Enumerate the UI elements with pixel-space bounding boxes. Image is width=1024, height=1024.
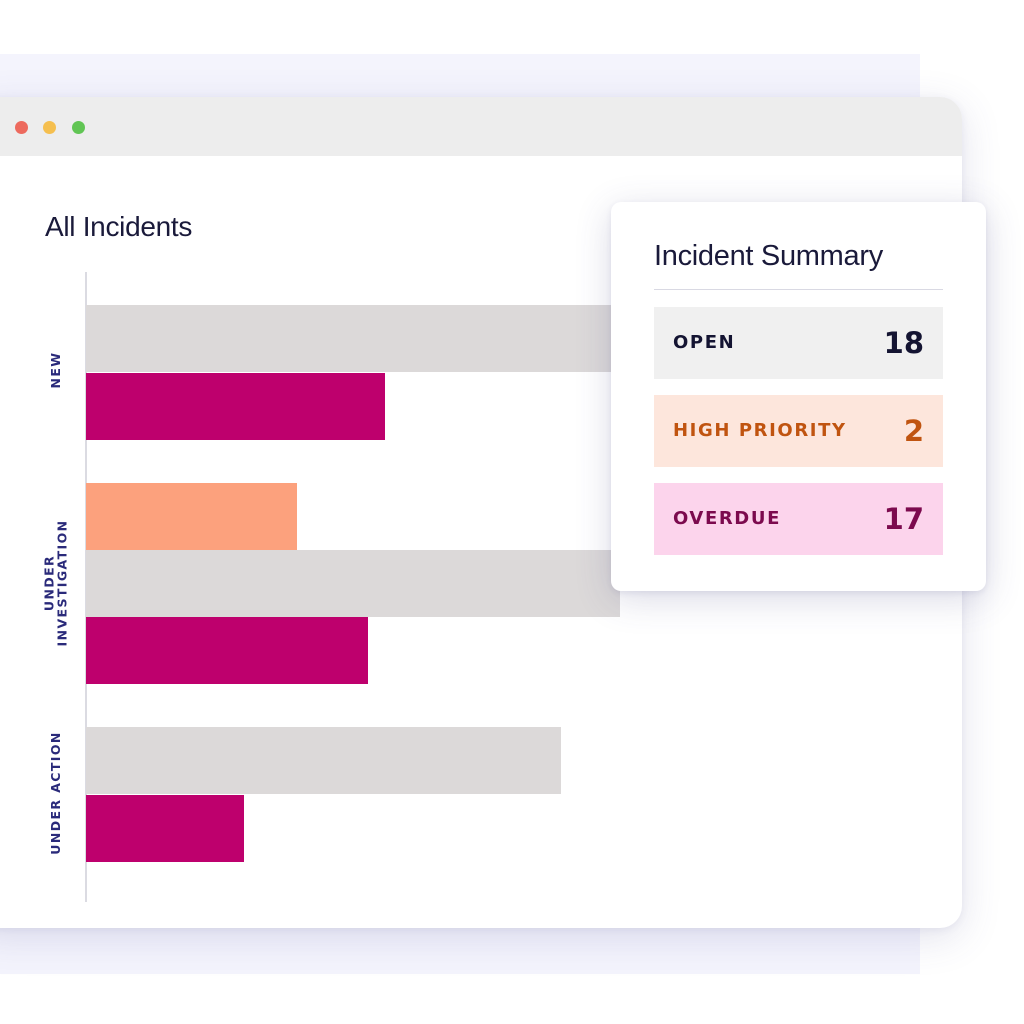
summary-row-high-priority[interactable]: HIGH PRIORITY 2	[654, 395, 943, 467]
bar-new-magenta[interactable]	[86, 373, 385, 440]
category-label-under-investigation: UNDERINVESTIGATION	[42, 520, 70, 647]
window-minimize-button[interactable]	[43, 121, 56, 134]
summary-overdue-label: OVERDUE	[673, 508, 781, 529]
summary-row-overdue[interactable]: OVERDUE 17	[654, 483, 943, 555]
category-label-new: NEW	[48, 352, 63, 389]
summary-open-count: 18	[883, 326, 924, 360]
incidents-bar-chart: NEW UNDERINVESTIGATION UNDER ACTION	[42, 272, 620, 902]
incident-summary-card: Incident Summary OPEN 18 HIGH PRIORITY 2…	[611, 202, 986, 591]
summary-row-open[interactable]: OPEN 18	[654, 307, 943, 379]
summary-title: Incident Summary	[654, 240, 883, 272]
bar-under-investigation-gray[interactable]	[86, 550, 620, 617]
summary-high-priority-count: 2	[903, 414, 924, 448]
bar-new-gray[interactable]	[86, 305, 620, 372]
category-label-under-action: UNDER ACTION	[48, 731, 63, 854]
bar-under-action-magenta[interactable]	[86, 795, 244, 862]
chart-title: All Incidents	[45, 211, 193, 242]
window-zoom-button[interactable]	[72, 121, 85, 134]
summary-overdue-count: 17	[883, 502, 924, 536]
summary-divider	[654, 289, 943, 290]
summary-high-priority-label: HIGH PRIORITY	[673, 420, 847, 441]
bar-under-investigation-salmon[interactable]	[86, 483, 297, 550]
bar-under-action-gray[interactable]	[86, 727, 561, 794]
window-close-button[interactable]	[15, 121, 28, 134]
summary-open-label: OPEN	[673, 332, 736, 353]
bar-under-investigation-magenta[interactable]	[86, 617, 368, 684]
window-titlebar	[0, 97, 962, 156]
